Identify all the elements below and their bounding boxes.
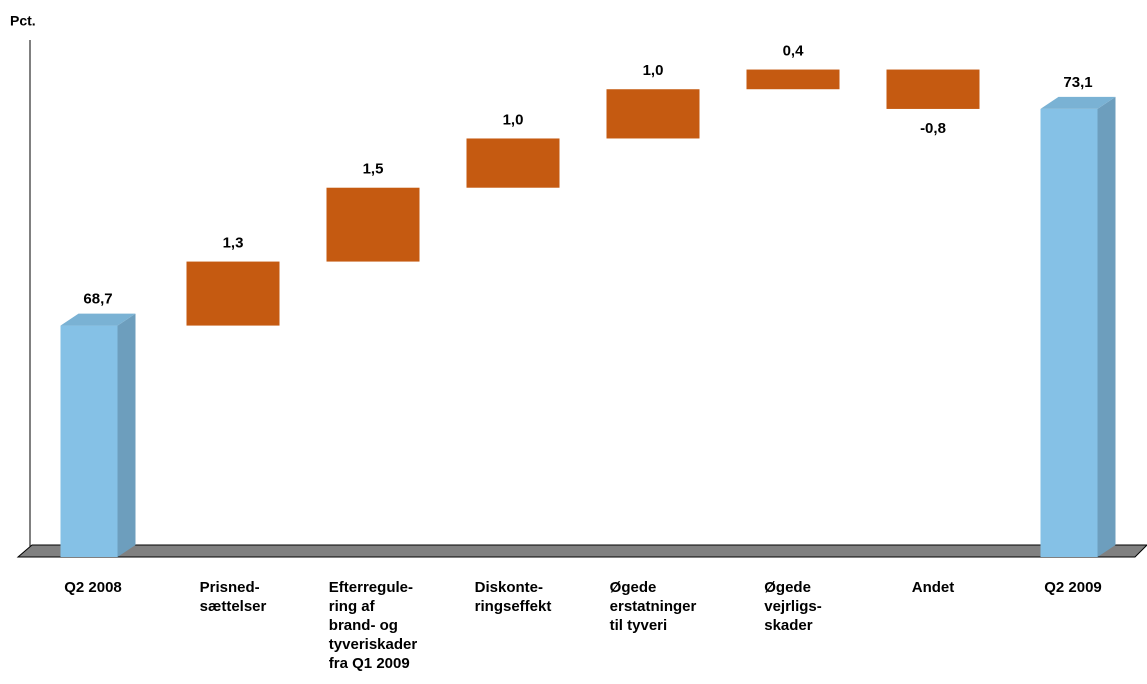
bar	[60, 325, 118, 557]
x-tick-label: Q2 2009	[1044, 579, 1102, 596]
x-tick-label: Øgede erstatninger til tyveri	[609, 579, 697, 634]
x-tick-label: Diskonte- ringseffekt	[474, 579, 552, 615]
x-tick-label: Efterregule- ring af brand- og tyveriska…	[328, 579, 418, 672]
value-label: 1,3	[223, 235, 244, 252]
bar	[326, 187, 420, 262]
x-tick-label: Øgede vejrligs- skader	[764, 579, 822, 634]
bar	[606, 89, 700, 139]
bar	[186, 261, 280, 326]
bar	[466, 138, 560, 188]
bar-top	[60, 313, 136, 326]
bar	[1040, 108, 1098, 557]
x-tick-label: Andet	[911, 579, 955, 596]
bar-side	[117, 313, 136, 557]
floor	[16, 544, 1147, 558]
value-label: 1,5	[363, 161, 384, 178]
value-label: 73,1	[1063, 74, 1092, 91]
x-tick-label: Q2 2008	[64, 579, 122, 596]
y-axis-label: Pct.	[10, 13, 36, 29]
value-label: 1,0	[643, 62, 664, 79]
bar-side	[1097, 96, 1116, 557]
value-label: -0,8	[920, 120, 946, 137]
x-tick-label: Prisned- sættelser	[199, 579, 267, 615]
value-label: 68,7	[83, 291, 112, 308]
value-label: 1,0	[503, 111, 524, 128]
bar	[886, 69, 980, 109]
value-label: 0,4	[783, 43, 805, 60]
bar	[746, 69, 840, 90]
bar-top	[1040, 96, 1116, 109]
